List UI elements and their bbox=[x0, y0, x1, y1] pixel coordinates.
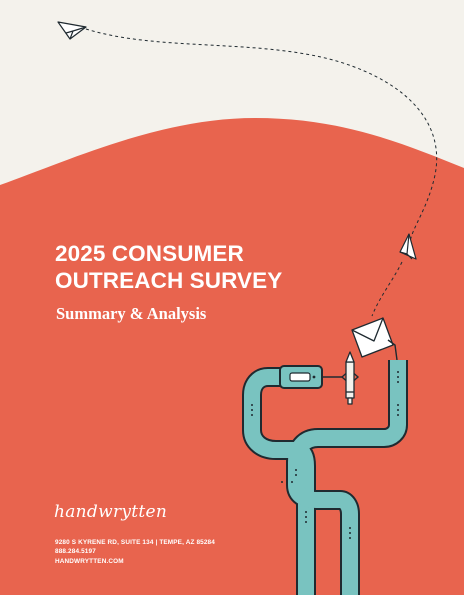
brand-logo: handwrytten bbox=[54, 502, 168, 522]
pipe-machine-illustration bbox=[242, 360, 408, 595]
pen-icon bbox=[345, 351, 355, 405]
report-title: 2025 CONSUMER OUTREACH SURVEY bbox=[55, 240, 282, 294]
coral-wave-background bbox=[0, 118, 464, 595]
pipe-housing bbox=[279, 365, 323, 389]
report-subtitle: Summary & Analysis bbox=[56, 304, 207, 323]
report-title-line-1: 2025 CONSUMER bbox=[55, 241, 244, 266]
envelope-connector bbox=[387, 339, 398, 361]
report-title-line-2: OUTREACH SURVEY bbox=[55, 268, 283, 293]
contact-address: 9280 S KYRENE RD, SUITE 134 | TEMPE, AZ … bbox=[55, 539, 215, 546]
contact-website: HANDWRYTTEN.COM bbox=[55, 557, 124, 565]
envelope-icon bbox=[351, 317, 394, 358]
contact-phone: 888.284.5197 bbox=[55, 548, 96, 556]
paper-plane-icon bbox=[399, 233, 417, 260]
paper-plane-icon bbox=[57, 21, 87, 40]
contact-block: 9280 S KYRENE RD, SUITE 134 | TEMPE, AZ … bbox=[55, 538, 215, 566]
dashed-flight-path bbox=[85, 28, 438, 243]
dashed-flight-path-lower bbox=[371, 261, 403, 317]
pipe-rivets bbox=[251, 371, 399, 539]
